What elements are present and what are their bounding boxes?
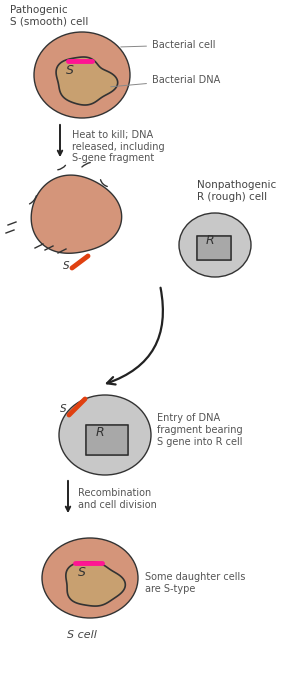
Ellipse shape <box>42 538 138 618</box>
Text: S: S <box>60 404 66 414</box>
Text: Pathogenic
S (smooth) cell: Pathogenic S (smooth) cell <box>10 5 88 27</box>
Text: S: S <box>66 65 74 78</box>
Polygon shape <box>66 562 125 606</box>
Text: Bacterial DNA: Bacterial DNA <box>111 75 220 87</box>
Polygon shape <box>56 57 118 105</box>
Text: Bacterial cell: Bacterial cell <box>121 40 215 50</box>
Text: S cell: S cell <box>67 630 97 640</box>
Text: R: R <box>206 235 214 248</box>
Text: S: S <box>78 567 86 580</box>
Text: S: S <box>63 261 69 271</box>
Ellipse shape <box>59 395 151 475</box>
FancyBboxPatch shape <box>86 425 128 455</box>
FancyBboxPatch shape <box>197 236 231 260</box>
Ellipse shape <box>34 32 130 118</box>
Text: Heat to kill; DNA
released, including
S-gene fragment: Heat to kill; DNA released, including S-… <box>72 130 165 163</box>
Ellipse shape <box>179 213 251 277</box>
Text: R: R <box>96 426 104 439</box>
Text: Nonpathogenic
R (rough) cell: Nonpathogenic R (rough) cell <box>197 180 276 202</box>
Text: Some daughter cells
are S-type: Some daughter cells are S-type <box>145 572 245 594</box>
Polygon shape <box>31 175 122 253</box>
Text: Recombination
and cell division: Recombination and cell division <box>78 488 157 509</box>
Text: Entry of DNA
fragment bearing
S gene into R cell: Entry of DNA fragment bearing S gene int… <box>157 413 243 447</box>
